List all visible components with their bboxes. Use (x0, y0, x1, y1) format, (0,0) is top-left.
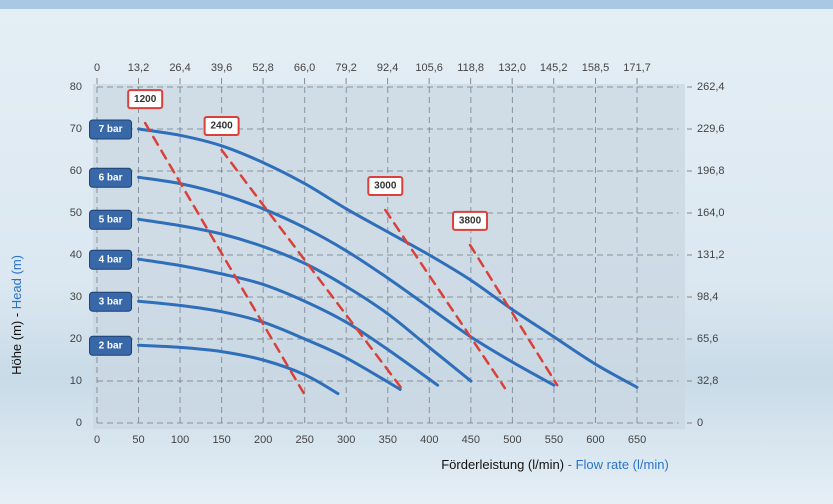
x2-tick-label: 0 (94, 62, 100, 74)
x-tick-label: 350 (379, 434, 397, 446)
y-tick-label: 80 (70, 81, 82, 93)
pressure-curve (137, 257, 440, 387)
y-tick-label: 20 (70, 333, 82, 345)
y-tick-label: 70 (70, 123, 82, 135)
x-tick-label: 500 (503, 434, 521, 446)
speed-line (143, 121, 306, 397)
y2-tick-label: 65,6 (697, 333, 718, 345)
pressure-label-box (89, 119, 133, 140)
pressure-label: 2 bar (99, 340, 123, 351)
y-tick-label: 40 (70, 249, 82, 261)
x2-tick-label: 145,2 (540, 62, 568, 74)
pressure-label-box (89, 209, 133, 230)
x2-tick-label: 79,2 (335, 62, 356, 74)
y-tick-label: 30 (70, 291, 82, 303)
y2-tick-label: 131,2 (697, 249, 725, 261)
x-tick-label: 0 (94, 434, 100, 446)
top-band (0, 0, 833, 9)
pressure-label-box (89, 167, 133, 188)
y-axis-label-de: Höhe (m) - (9, 309, 24, 375)
speed-label: 1200 (134, 94, 157, 105)
pressure-label-box (89, 249, 133, 270)
y2-tick-label: 196,8 (697, 165, 725, 177)
x-axis-label-en: - Flow rate (l/min) (564, 457, 669, 472)
pressure-curve (137, 127, 639, 389)
x2-tick-label: 66,0 (294, 62, 315, 74)
pressure-label: 5 bar (99, 214, 123, 225)
speed-label-box (203, 116, 240, 136)
y2-tick-label: 0 (697, 417, 703, 429)
x-tick-label: 400 (420, 434, 438, 446)
speed-label-box (452, 210, 489, 231)
x-tick-label: 550 (545, 434, 563, 446)
x2-tick-label: 158,5 (582, 62, 610, 74)
x2-tick-label: 92,4 (377, 62, 398, 74)
speed-label: 2400 (210, 121, 233, 132)
x-tick-label: 300 (337, 434, 355, 446)
x-tick-label: 100 (171, 434, 189, 446)
pressure-label-box (89, 335, 133, 356)
y-axis-label-en: Head (m) (9, 255, 24, 309)
x-tick-label: 450 (462, 434, 480, 446)
y-tick-label: 10 (70, 375, 82, 387)
y-axis-label: Höhe (m) - Head (m) (9, 255, 24, 375)
y2-tick-label: 164,0 (697, 207, 725, 219)
x2-tick-label: 52,8 (252, 62, 273, 74)
x2-tick-label: 171,7 (623, 62, 651, 74)
x-tick-label: 250 (296, 434, 314, 446)
x-axis-label-de: Förderleistung (l/min) (441, 457, 564, 472)
speed-line (220, 148, 404, 392)
x2-tick-label: 118,8 (457, 62, 484, 74)
pressure-label: 7 bar (99, 124, 123, 135)
speed-label-box (367, 176, 404, 197)
speed-label: 3800 (459, 216, 482, 227)
pressure-label-box (89, 291, 133, 312)
x-tick-label: 200 (254, 434, 272, 446)
x-axis-label: Förderleistung (l/min) - Flow rate (l/mi… (441, 457, 669, 472)
pressure-curve (137, 217, 473, 383)
y-tick-label: 0 (76, 417, 82, 429)
pressure-label: 6 bar (99, 172, 123, 183)
x-tick-label: 50 (132, 434, 144, 446)
x-tick-label: 150 (212, 434, 230, 446)
x2-tick-label: 39,6 (211, 62, 232, 74)
pressure-curve (137, 175, 556, 387)
speed-line (384, 208, 507, 390)
y2-tick-label: 98,4 (697, 291, 718, 303)
y-tick-label: 60 (70, 165, 82, 177)
speed-label-box (127, 89, 164, 110)
x-tick-label: 600 (586, 434, 604, 446)
y-tick-label: 50 (70, 207, 82, 219)
speed-label: 3000 (374, 181, 397, 192)
y2-tick-label: 32,8 (697, 375, 718, 387)
x-tick-label: 650 (628, 434, 646, 446)
pressure-curve (137, 343, 340, 396)
pressure-label: 3 bar (99, 296, 123, 307)
speed-line (468, 243, 559, 387)
x2-tick-label: 26,4 (169, 62, 190, 74)
y2-tick-label: 262,4 (697, 81, 725, 93)
x2-tick-label: 13,2 (128, 62, 149, 74)
y2-tick-label: 229,6 (697, 123, 725, 135)
x2-tick-label: 132,0 (498, 62, 526, 74)
pressure-label: 4 bar (99, 254, 123, 265)
x2-tick-label: 105,6 (415, 62, 443, 74)
